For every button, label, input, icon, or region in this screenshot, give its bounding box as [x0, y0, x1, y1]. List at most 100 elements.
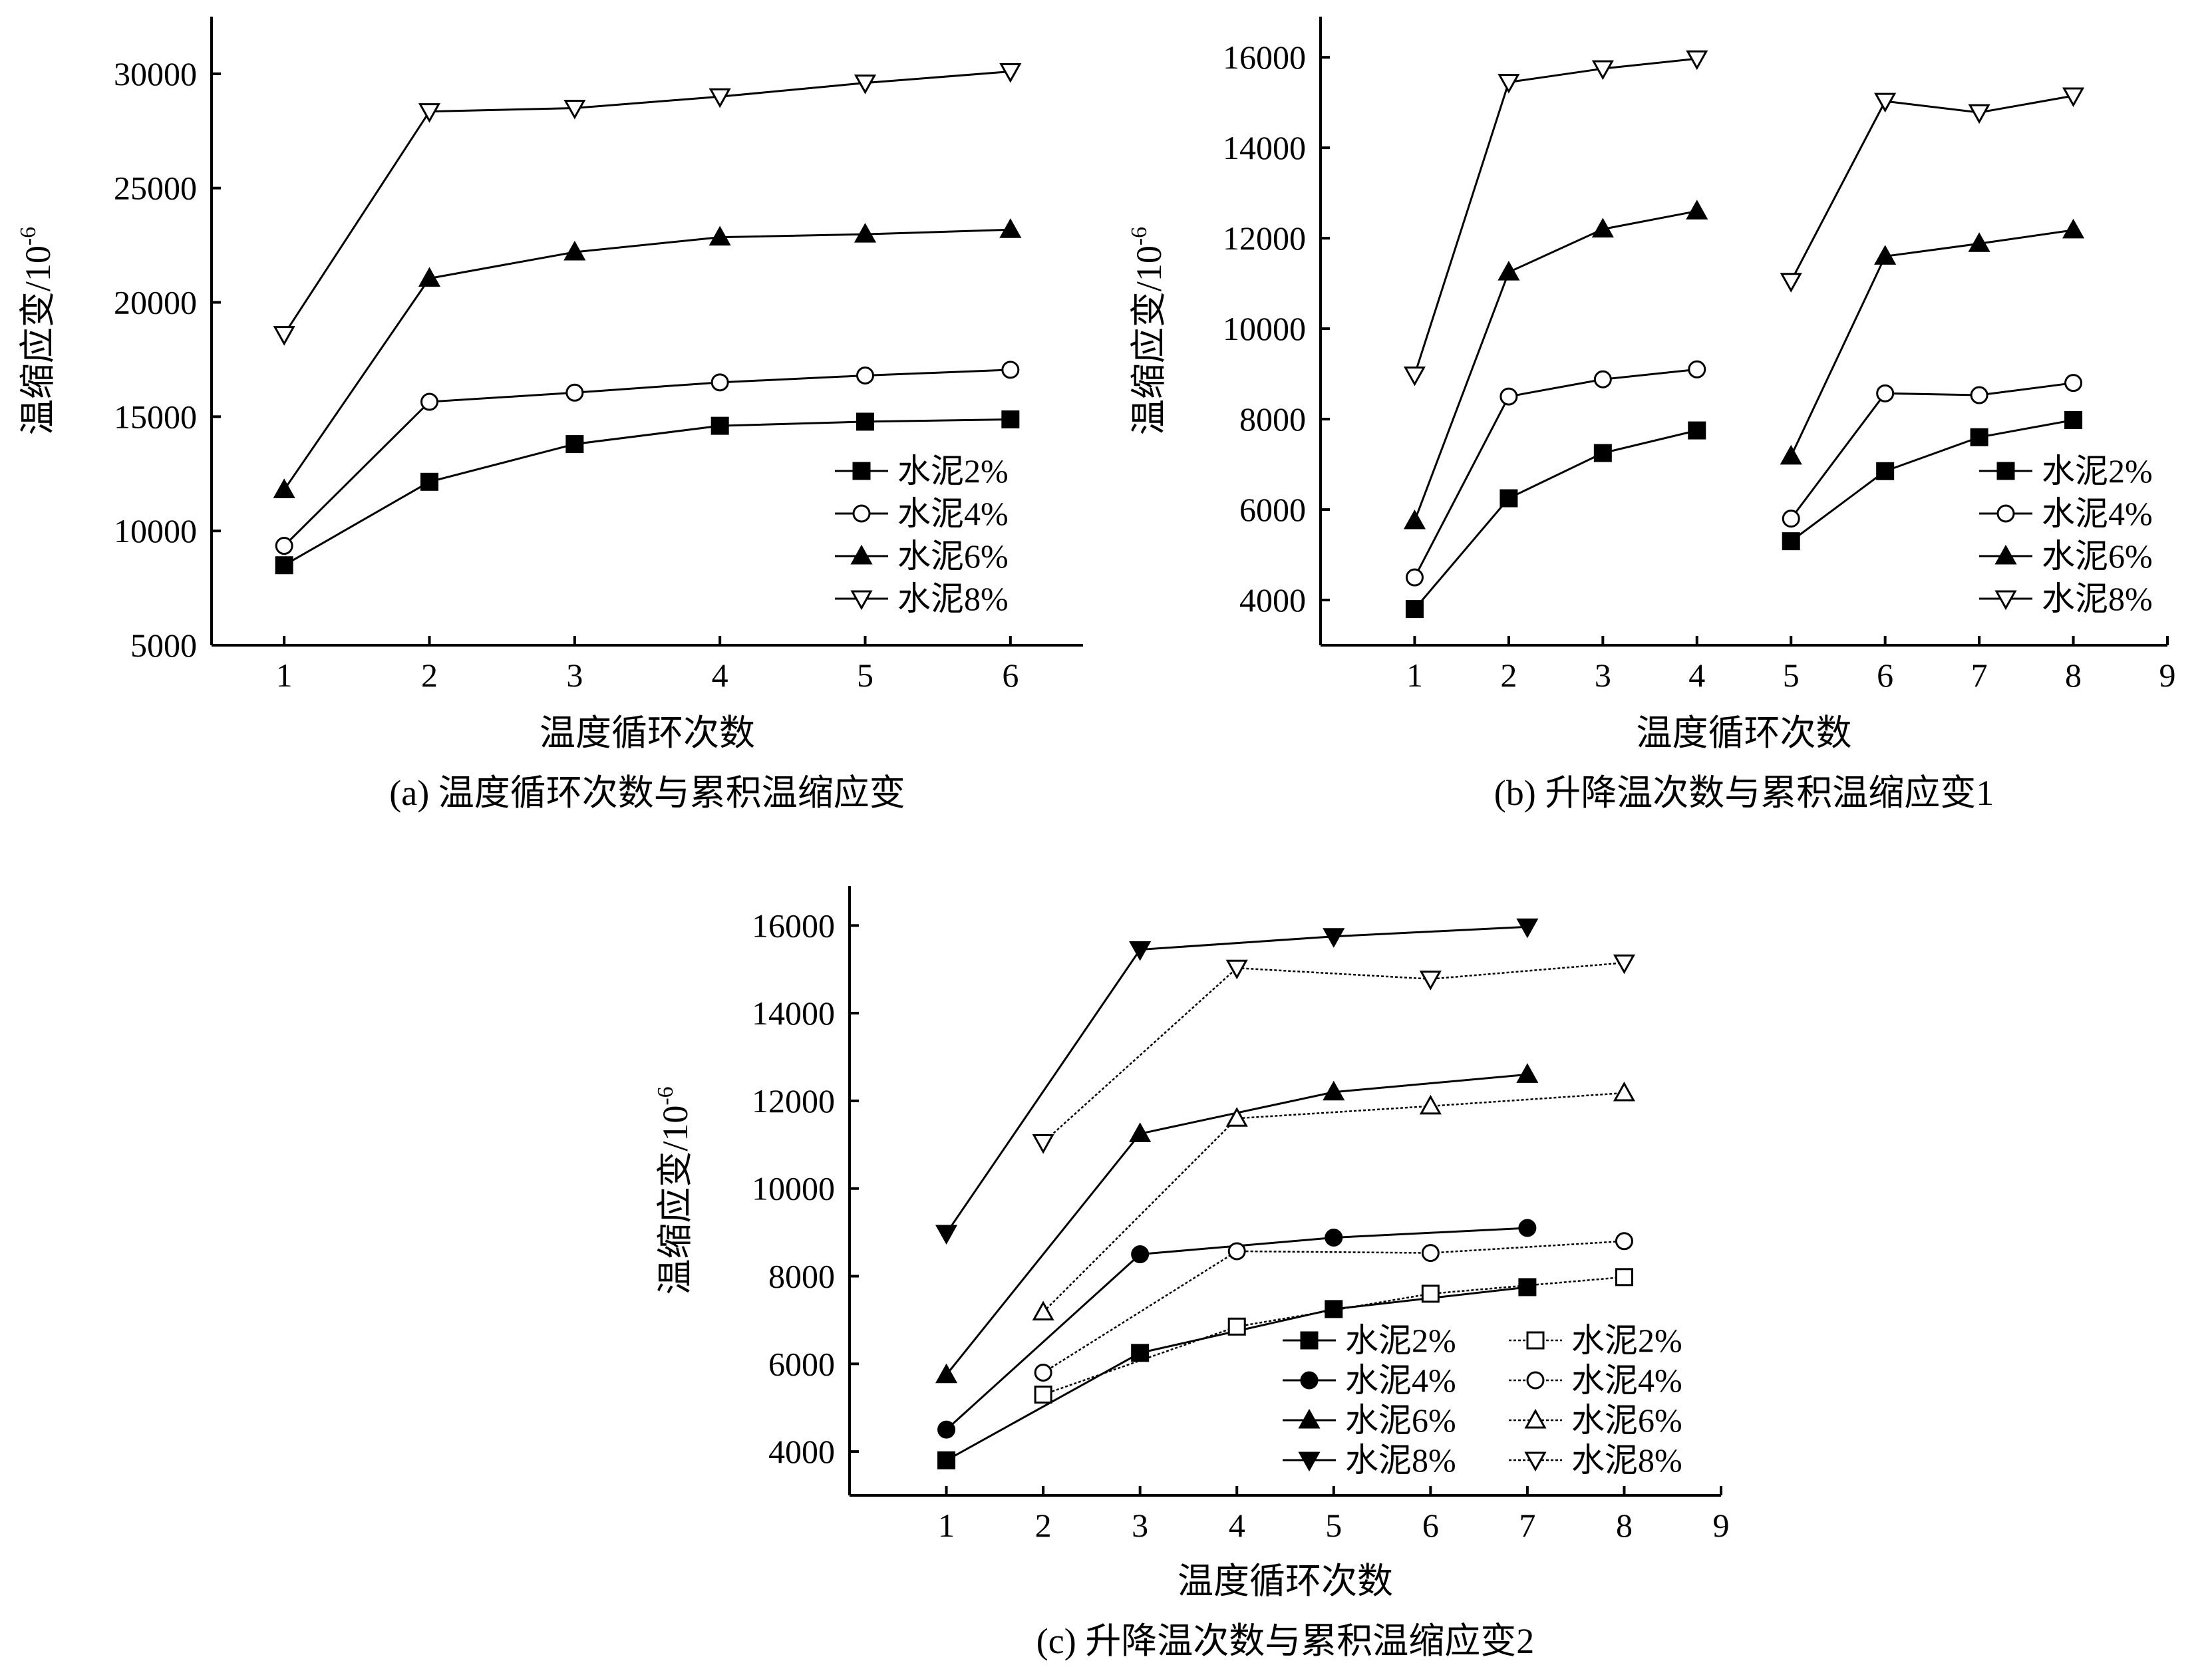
data-point — [1593, 370, 1612, 388]
data-point — [1001, 361, 1020, 379]
data-point — [854, 75, 877, 94]
data-point — [1876, 462, 1895, 480]
data-point — [1227, 1317, 1246, 1336]
data-point — [1874, 245, 1897, 265]
data-point — [1688, 421, 1706, 440]
y-tick-label: 12000 — [1223, 220, 1306, 257]
data-point — [1970, 428, 1988, 446]
y-tick-label: 20000 — [114, 284, 197, 321]
x-tick-label: 4 — [1229, 1507, 1245, 1544]
legend-marker — [1524, 1408, 1547, 1429]
data-point — [1518, 1278, 1537, 1296]
legend-label: 水泥4% — [897, 495, 1009, 532]
y-tick-label: 12000 — [752, 1082, 835, 1120]
data-point — [1876, 384, 1895, 402]
data-point — [1325, 1229, 1343, 1247]
series-2 — [1405, 360, 2083, 587]
x-tick-label: 2 — [1035, 1507, 1052, 1544]
legend: 水泥2% 水泥4% 水泥6% 水泥8% — [835, 452, 1009, 617]
legend-marker — [852, 462, 871, 480]
y-axis-title: 温缩应变/10-6 — [653, 1086, 695, 1294]
y-tick-label: 8000 — [768, 1258, 835, 1295]
legend-marker — [1996, 462, 2015, 480]
data-point — [1613, 954, 1636, 975]
data-point — [418, 103, 441, 123]
legend-marker — [1526, 1371, 1545, 1390]
series-line — [1042, 1092, 1625, 1313]
data-point — [2062, 218, 2085, 239]
legend-marker — [1996, 504, 2015, 523]
y-tick-label: 16000 — [1223, 39, 1306, 76]
legend-marker — [1994, 544, 2017, 565]
legend: 水泥2%水泥4%水泥6%水泥8%水泥2%水泥4%水泥6%水泥8% — [1283, 1322, 1682, 1479]
legend-marker — [1298, 1408, 1321, 1429]
data-point — [1323, 928, 1345, 948]
x-tick-label: 1 — [276, 657, 293, 694]
series-4 — [1403, 50, 2085, 386]
series-line — [1414, 429, 1698, 610]
data-point — [2062, 87, 2085, 108]
data-point — [1034, 1363, 1052, 1382]
legend-marker — [1300, 1331, 1319, 1350]
y-tick-label: 4000 — [1239, 581, 1306, 619]
data-point — [1421, 1244, 1440, 1263]
x-tick-label: 1 — [938, 1507, 955, 1544]
series-line — [1414, 57, 1697, 375]
data-point — [1780, 273, 1802, 293]
x-tick-label: 3 — [566, 657, 583, 694]
y-tick-label: 10000 — [752, 1170, 835, 1207]
y-tick-label: 30000 — [114, 55, 197, 92]
legend-marker — [1994, 590, 2017, 611]
x-tick-label: 8 — [1616, 1507, 1633, 1544]
chart-panel-a: 1 2 3 4 5 6 5000 10000 15000 20000 25000 30000 温度循环次… — [16, 17, 1083, 813]
data-point — [275, 556, 293, 575]
data-point — [1131, 1245, 1150, 1264]
series-line — [283, 228, 1011, 491]
data-point — [1225, 959, 1248, 980]
x-tick-label: 9 — [1713, 1507, 1730, 1544]
series-3 — [273, 218, 1022, 498]
data-point — [565, 435, 584, 454]
data-point — [935, 1225, 958, 1245]
data-point — [1686, 50, 1708, 71]
data-point — [1591, 218, 1614, 238]
y-tick-label: 15000 — [114, 398, 197, 435]
data-point — [1968, 104, 1990, 124]
data-point — [1615, 1268, 1633, 1287]
data-point — [1500, 489, 1518, 508]
data-point — [273, 326, 295, 346]
series-7 — [1032, 1081, 1636, 1321]
legend: 水泥2% 水泥4% 水泥6% 水泥8% — [1979, 452, 2153, 617]
legend-label: 水泥6% — [1571, 1402, 1682, 1439]
series-line — [1790, 418, 2074, 542]
legend-label: 水泥2% — [2042, 452, 2153, 490]
data-point — [1325, 1300, 1343, 1318]
x-tick-label: 7 — [1519, 1507, 1535, 1544]
legend-marker — [850, 544, 873, 565]
y-tick-label: 16000 — [752, 907, 835, 944]
y-tick-label: 14000 — [1223, 129, 1306, 166]
y-tick-label: 4000 — [768, 1433, 835, 1470]
series-4 — [935, 918, 1539, 1245]
data-point — [1225, 1107, 1248, 1127]
x-axis-title: 温度循环次数 — [540, 713, 755, 753]
x-tick-label: 5 — [1325, 1507, 1342, 1544]
legend-label: 水泥6% — [2042, 537, 2153, 575]
chart-caption: (c) 升降温次数与累积温缩应变2 — [1036, 1621, 1534, 1661]
chart-panel-b: 1 2 3 4 5 6 7 8 9 4000 6000 8000 10000 12000 14000 1600… — [1127, 17, 2176, 813]
legend-label: 水泥8% — [1345, 1441, 1456, 1479]
data-point — [937, 1420, 956, 1439]
x-tick-label: 9 — [2159, 657, 2176, 694]
series-6 — [1034, 1232, 1633, 1382]
legend-label: 水泥4% — [2042, 495, 2153, 532]
x-tick-label: 6 — [1002, 657, 1019, 694]
data-point — [1970, 386, 1988, 404]
data-point — [273, 478, 295, 498]
legend-label: 水泥4% — [1345, 1362, 1456, 1399]
x-tick-label: 3 — [1595, 657, 1611, 694]
series-line — [283, 70, 1011, 335]
series-4 — [273, 63, 1022, 346]
data-point — [1688, 360, 1706, 379]
chart-caption: (b) 升降温次数与累积温缩应变1 — [1494, 773, 1994, 813]
